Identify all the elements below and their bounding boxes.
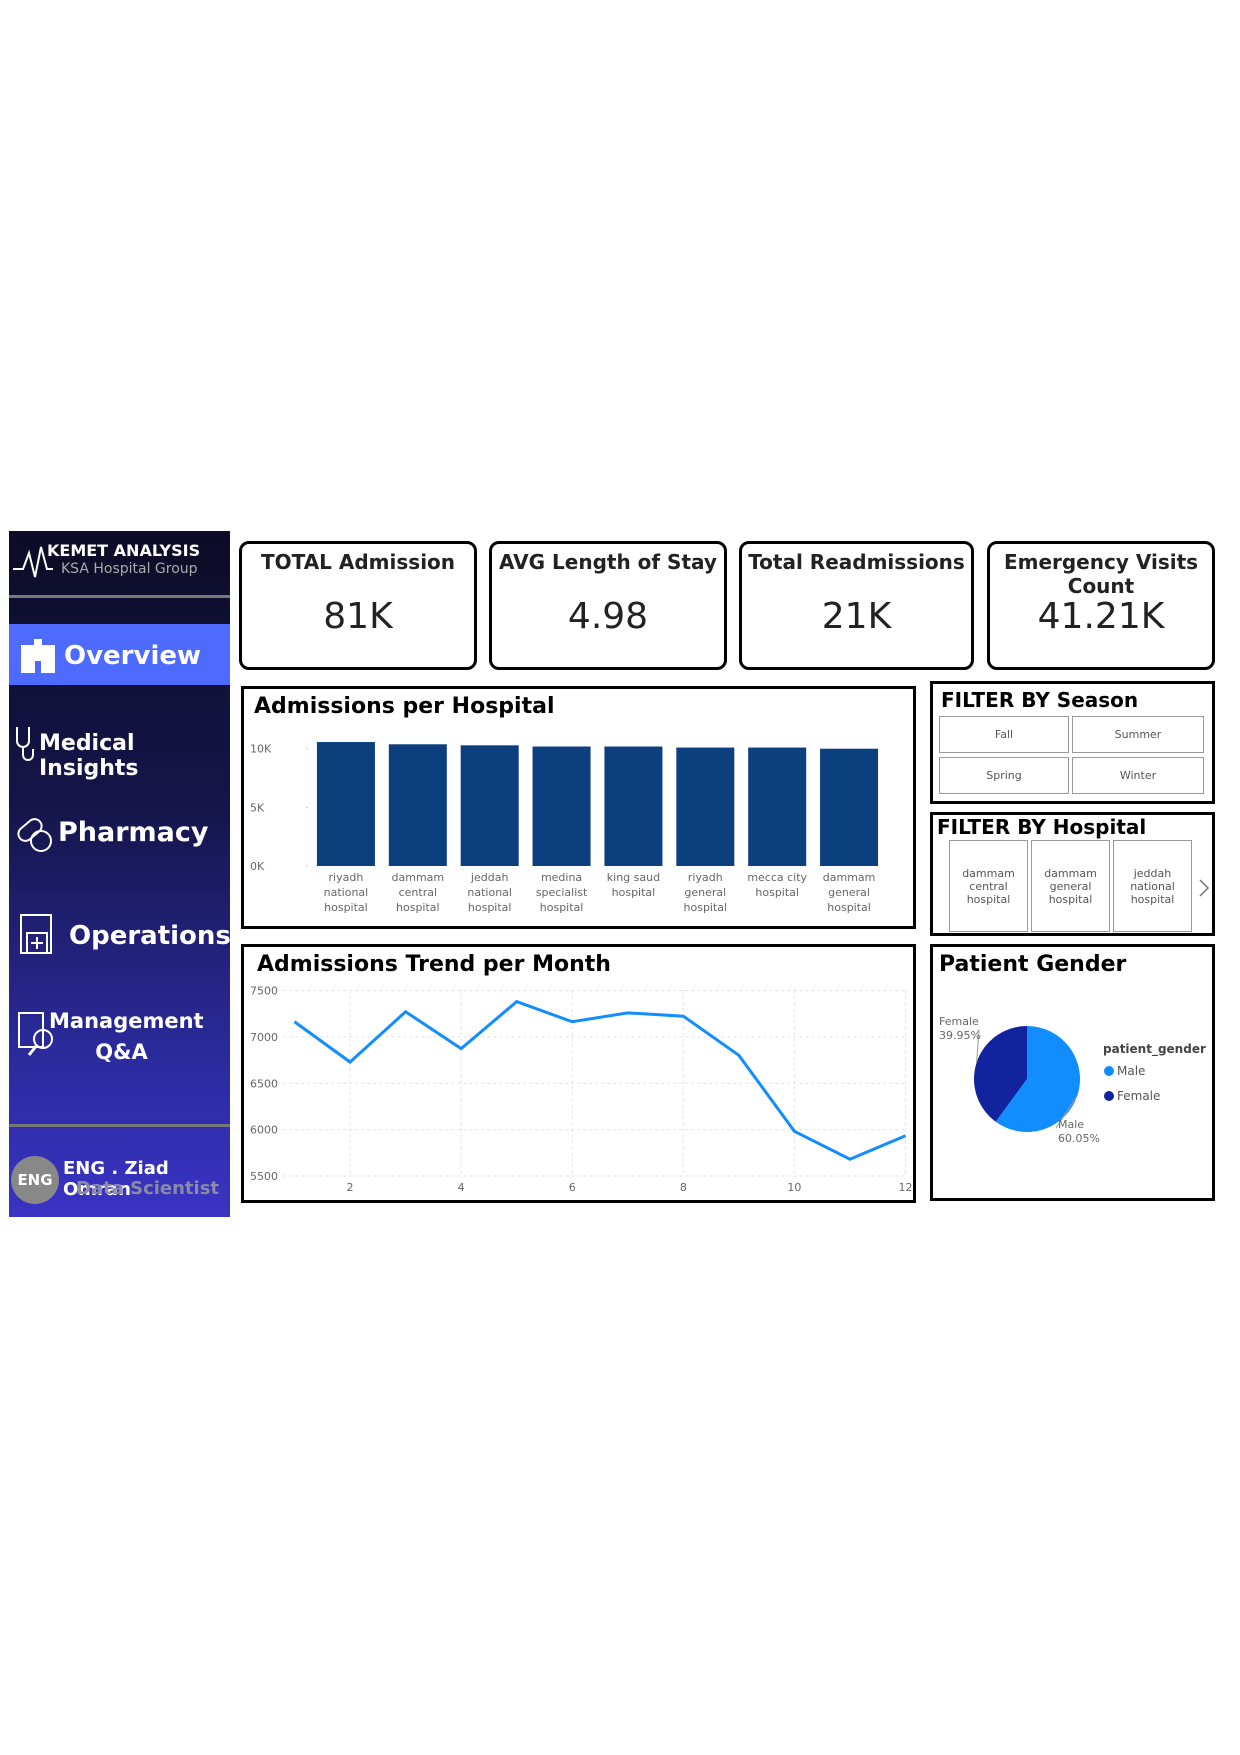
management-icon (18, 1012, 53, 1056)
nav-item[interactable]: Pharmacy (58, 817, 209, 848)
slice-value-label: 39.95% (939, 1029, 981, 1042)
legend-label: Male (1117, 1064, 1145, 1078)
x-tick-label: 12 (899, 1181, 913, 1194)
x-tick-label: 6 (569, 1181, 576, 1194)
bar (676, 747, 735, 866)
leader-line (1055, 1095, 1078, 1129)
filter-option[interactable]: dammam central hospital (949, 840, 1028, 932)
legend-title: patient_gender (1103, 1042, 1206, 1057)
y-tick-label: 5500 (250, 1170, 278, 1183)
hospital-filter: FILTER BY Hospital dammam central hospit… (930, 812, 1215, 936)
nav-item[interactable]: Medical Insights (39, 731, 139, 781)
y-tick-label: 7500 (250, 985, 278, 998)
bar (316, 742, 375, 866)
hospital-icon (21, 639, 55, 673)
separator (9, 1124, 230, 1127)
stethoscope-icon (16, 727, 34, 761)
filter-option[interactable]: Summer (1072, 716, 1204, 753)
slice-label: Female (939, 1015, 979, 1028)
x-tick-label: riyadh national hospital (323, 871, 369, 914)
filter-option[interactable]: Fall (939, 716, 1069, 753)
line-chart-panel: Admissions Trend per Month 5500 6000 6500 70… (241, 944, 916, 1203)
kpi-value: 4.98 (567, 596, 649, 637)
x-tick-label: 8 (680, 1181, 687, 1194)
x-tick-label: jeddah national hospital (467, 871, 512, 914)
operations-icon (20, 914, 52, 954)
filter-option[interactable]: Spring (939, 757, 1069, 794)
leader-line (976, 1028, 980, 1063)
kpi-value: 21K (821, 596, 892, 637)
logo-icon (13, 546, 53, 578)
filter-option[interactable]: Winter (1072, 757, 1204, 794)
kpi-card: AVG Length of Stay 4.98 (489, 541, 727, 670)
kpi-title: Total Readmissions (748, 550, 965, 574)
pie-slice (995, 1026, 1080, 1132)
season-filter: FILTER BY Season Fall Summer Spring Winter (930, 681, 1215, 804)
filter-title: FILTER BY Season (941, 688, 1139, 712)
next-arrow[interactable] (1197, 877, 1211, 899)
chart-title: Admissions per Hospital (254, 694, 555, 719)
y-tick-label: 7000 (250, 1031, 278, 1044)
author-name: ENG . Ziad Omran (63, 1158, 169, 1200)
bar-chart: Admissions per Hospital 0K 5K 10K (250, 694, 879, 873)
pie-chart-panel: Patient Gender Male 60.05% Male Female 39.95%… (930, 944, 1215, 1201)
x-tick-label: king saud hospital (606, 871, 661, 899)
filter-title: FILTER BY Hospital (937, 815, 1147, 839)
y-tick-label: 5K (250, 801, 265, 814)
y-tick-label: 0K (250, 860, 265, 873)
x-tick-label: 10 (787, 1181, 801, 1194)
kpi-card: TOTAL Admission 81K (239, 541, 477, 670)
x-tick-label: riyadh general hospital (683, 871, 728, 914)
line (293, 999, 907, 1161)
x-tick-label: medina specialist hospital (535, 871, 588, 914)
x-tick-label: dammam central hospital (391, 871, 445, 914)
legend-marker (1104, 1091, 1114, 1101)
kpi-title: Emergency Visits Count (1003, 550, 1199, 598)
bar (820, 748, 879, 866)
author-badge: ENG (11, 1156, 59, 1204)
y-tick-label: 6000 (250, 1124, 278, 1137)
chart-title: Admissions Trend per Month (257, 952, 611, 977)
bar (604, 746, 663, 866)
pie-chart: Patient GenderMale60.05%MaleFemale39.95%… (939, 952, 1206, 1145)
x-tick-label: mecca city hospital (747, 871, 808, 899)
separator (9, 595, 230, 598)
pills-icon (17, 818, 52, 852)
filter-option[interactable]: jeddah national hospital (1113, 840, 1192, 932)
nav-item[interactable]: Overview (64, 641, 202, 671)
y-tick-label: 10K (250, 743, 272, 756)
pie-slice (974, 1026, 1027, 1122)
kpi-value: 41.21K (1037, 596, 1165, 637)
nav-item[interactable]: Management Q&A (49, 1009, 204, 1064)
x-tick-label: 2 (347, 1181, 354, 1194)
nav-item[interactable]: Operations (69, 921, 231, 951)
kpi-card: Emergency Visits Count 41.21K (987, 541, 1215, 670)
bar (748, 747, 807, 866)
legend-label: Female (1117, 1089, 1160, 1103)
legend-marker (1104, 1066, 1114, 1076)
chart-title: Patient Gender (939, 952, 1127, 977)
kpi-title: AVG Length of Stay (499, 550, 717, 574)
x-tick-label: 4 (458, 1181, 465, 1194)
bar (532, 746, 591, 866)
x-tick-label: dammam general hospital (822, 871, 876, 914)
kpi-card: Total Readmissions 21K (739, 541, 974, 670)
y-tick-label: 6500 (250, 1077, 278, 1090)
brand: KEMET ANALYSIS (47, 541, 201, 560)
author-role: Data Scientist (76, 1178, 220, 1199)
slice-value-label: 60.05% (1058, 1132, 1100, 1145)
sidebar: KEMET ANALYSIS KSA Hospital Group Overvi… (9, 531, 231, 1217)
bar-chart-panel: Admissions per Hospital 0K 5K 10K riyadh nat… (241, 686, 916, 929)
line-chart: Admissions Trend per Month 5500 6000 6500 70… (250, 952, 913, 1194)
slice-label: Male (1058, 1118, 1084, 1131)
brand-subtitle: KSA Hospital Group (61, 561, 198, 577)
bar (388, 744, 447, 866)
filter-option[interactable]: dammam general hospital (1031, 840, 1110, 932)
bar (460, 745, 519, 866)
kpi-value: 81K (323, 596, 393, 637)
kpi-title: TOTAL Admission (260, 550, 456, 574)
